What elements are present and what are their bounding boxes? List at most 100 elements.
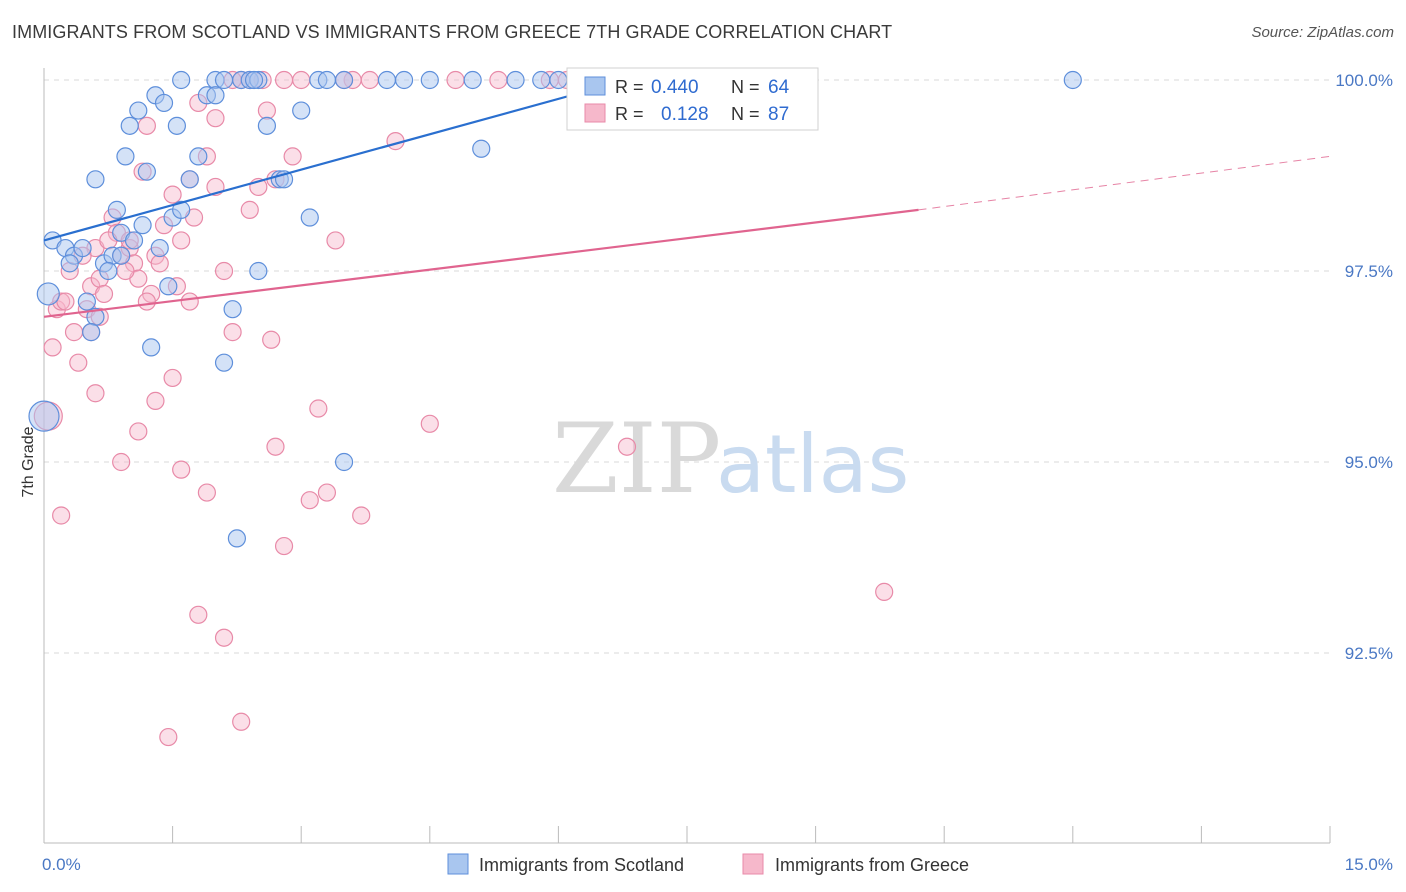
greece-point (266, 437, 285, 456)
greece-point (292, 70, 311, 90)
greece-point (274, 536, 294, 556)
series-scotland-points (28, 70, 1082, 548)
scotland-point (154, 93, 174, 113)
scotland-point (463, 70, 482, 90)
trend-lines (43, 78, 1331, 318)
greece-point (86, 384, 105, 403)
greece-point (206, 109, 225, 128)
legend-r-value-greece: 0.128 (661, 104, 709, 125)
scotland-point (1063, 70, 1082, 90)
greece-point (257, 101, 277, 120)
scotland-point (506, 70, 525, 90)
greece-trend-line-dashed (918, 155, 1331, 211)
legend-n-value-greece: 87 (768, 104, 789, 125)
greece-point (214, 261, 234, 281)
scotland-point (28, 400, 60, 432)
scotland-point (124, 231, 144, 250)
legend-box (566, 67, 819, 131)
greece-point (112, 452, 131, 472)
greece-point (64, 323, 84, 342)
greece-point (163, 368, 182, 388)
scotland-point (172, 200, 191, 219)
scotland-point (317, 70, 337, 90)
scotland-point (82, 323, 101, 342)
top-legend: R = 0.440 N = 64 R = 0.128 N = 87 (566, 67, 819, 131)
scotland-point (189, 147, 208, 166)
chart-title: IMMIGRANTS FROM SCOTLAND VS IMMIGRANTS F… (12, 22, 893, 42)
scotland-point (86, 170, 105, 189)
greece-point (617, 437, 637, 456)
scotland-point (60, 254, 79, 273)
bottom-legend-label-greece: Immigrants from Greece (775, 855, 969, 875)
x-tick-labels: 0.0% 15.0% (42, 855, 1393, 874)
scotland-point (549, 70, 568, 90)
scotland-point (116, 147, 135, 166)
greece-point (309, 399, 328, 418)
scotland-point (137, 162, 156, 181)
series-greece-points (33, 70, 894, 747)
greece-point (52, 506, 71, 525)
greece-point (172, 231, 191, 250)
scotland-point (532, 70, 551, 90)
greece-point (163, 185, 182, 204)
greece-point (172, 460, 191, 479)
greece-point (489, 70, 508, 90)
greece-point (116, 261, 135, 281)
y-tick-label-2: 95.0% (1345, 453, 1393, 472)
y-tick-label-1: 97.5% (1345, 262, 1393, 281)
scotland-point (159, 277, 178, 296)
bottom-legend-swatch-scotland (447, 853, 469, 875)
scotland-point (120, 116, 139, 135)
x-tick-label-1: 15.0% (1345, 855, 1393, 874)
axes (43, 68, 1331, 844)
watermark-atlas: atlas (716, 418, 909, 511)
greece-point (159, 727, 178, 747)
greece-point (146, 391, 165, 410)
legend-n-label-greece: N = (731, 104, 760, 124)
scotland-point (77, 292, 96, 311)
greece-point (137, 292, 156, 311)
scotland-point (394, 70, 414, 90)
scotland-point (249, 261, 268, 281)
scotland-point (244, 70, 264, 90)
greece-point (232, 712, 251, 731)
bottom-legend: Immigrants from Scotland Immigrants from… (447, 853, 969, 875)
source-label: Source: ZipAtlas.com (1251, 24, 1394, 41)
greece-point (197, 483, 216, 502)
greece-point (180, 292, 199, 311)
y-tick-label-0: 100.0% (1335, 71, 1393, 90)
scotland-point (73, 238, 92, 258)
watermark-zip: ZIP (552, 403, 721, 515)
greece-point (300, 491, 319, 510)
watermark: ZIP atlas (552, 403, 909, 515)
scotland-point (172, 70, 191, 90)
greece-point (240, 200, 259, 219)
x-tick-label-0: 0.0% (42, 855, 81, 874)
greece-point (150, 254, 169, 273)
greece-point (137, 116, 156, 135)
bottom-legend-swatch-greece (742, 853, 764, 875)
scotland-point (142, 338, 161, 357)
scotland-point (133, 216, 152, 235)
y-tick-labels: 100.0% 97.5% 95.0% 92.5% (1335, 71, 1393, 663)
legend-swatch-scotland (584, 76, 606, 96)
greece-point (214, 628, 234, 647)
scotland-point (472, 139, 491, 158)
scotland-point (214, 70, 234, 90)
scotland-point (167, 116, 186, 135)
y-axis-label: 7th Grade (20, 426, 37, 497)
legend-swatch-greece (584, 103, 606, 123)
scotland-point (257, 116, 277, 135)
scotland-point (334, 70, 354, 90)
scotland-point (334, 452, 354, 472)
greece-point (189, 605, 208, 624)
legend-r-value-scotland: 0.440 (651, 77, 699, 98)
scotland-point (420, 70, 439, 90)
greece-point (360, 70, 379, 90)
scotland-point (150, 238, 169, 258)
greece-point (326, 231, 345, 250)
greece-point (129, 422, 148, 441)
greece-point (94, 284, 114, 304)
scotland-point (377, 70, 397, 90)
